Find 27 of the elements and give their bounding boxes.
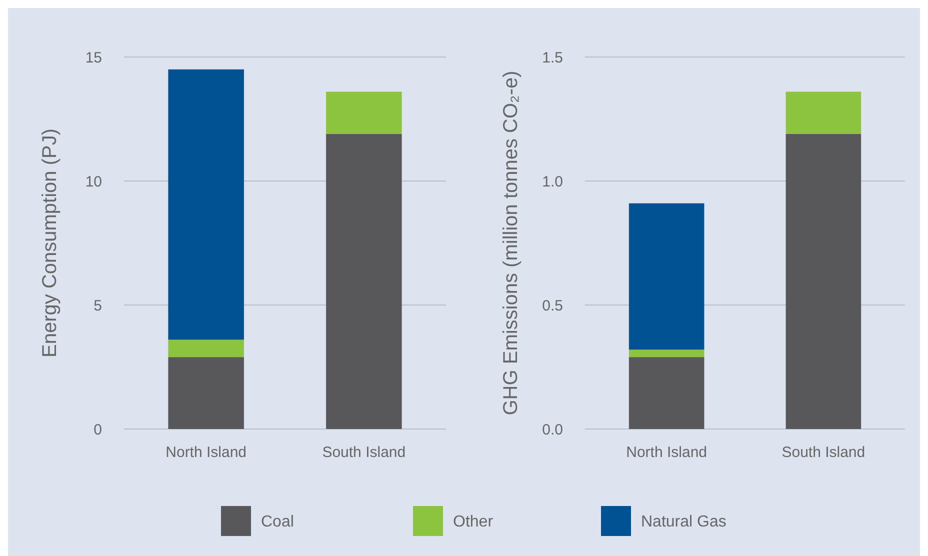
legend-label: Other [453,514,494,531]
y-tick-label: 0.0 [542,421,563,438]
bar [168,69,244,340]
x-tick-label: North Island [626,444,708,461]
bar [326,92,402,134]
bar [168,340,244,358]
x-tick-label: South Island [782,444,866,461]
y-tick-label: 15 [85,49,102,66]
bar [168,357,244,429]
bar [628,357,704,429]
x-tick-label: North Island [166,444,247,461]
y-tick-label: 1.0 [542,173,563,190]
bar [786,134,862,429]
legend-label: Coal [261,514,294,531]
y-tick-label: 0 [94,421,102,438]
x-tick-label: South Island [322,444,406,461]
bar [628,350,704,358]
y-axis-title: GHG Emissions (million tonnes CO₂-e) [500,70,522,416]
bar [786,92,862,134]
y-tick-label: 1.5 [542,49,563,66]
y-axis-title: Energy Consumption (PJ) [39,128,61,358]
y-tick-label: 5 [94,297,102,314]
y-tick-label: 0.5 [542,297,563,314]
legend-label: Natural Gas [641,514,726,531]
bar [628,203,704,350]
bar [326,134,402,429]
y-tick-label: 10 [85,173,102,190]
